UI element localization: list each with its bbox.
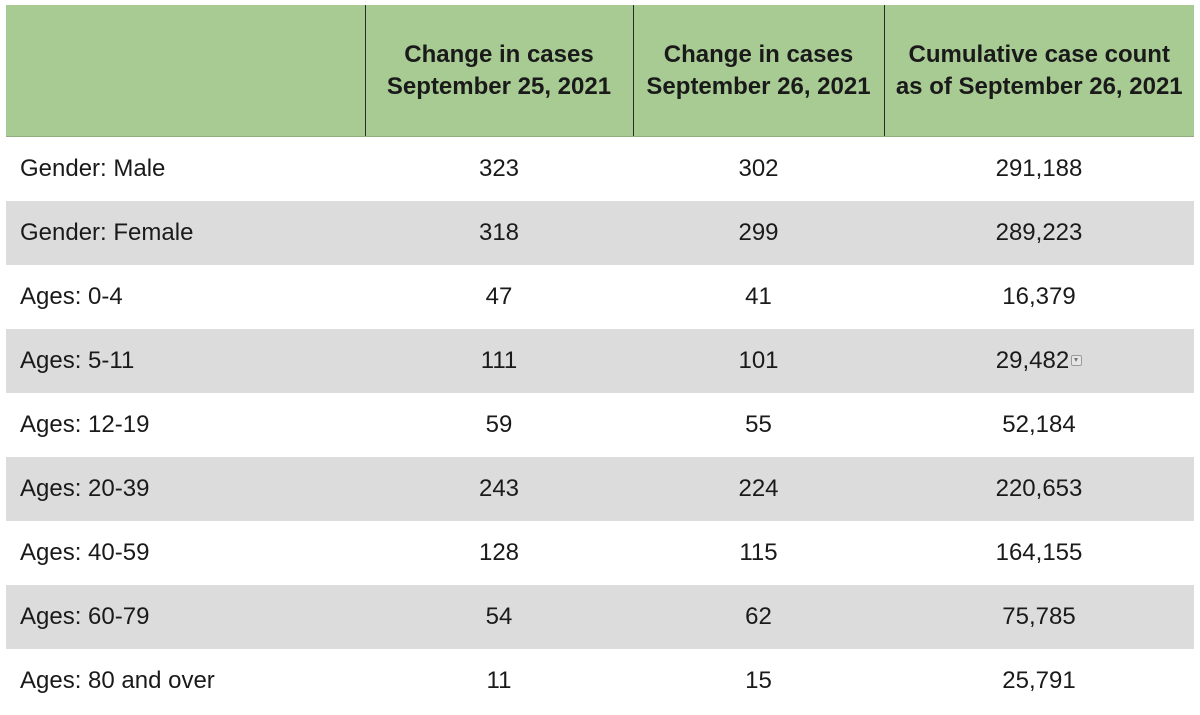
cell-change-sep-26: 101	[633, 329, 884, 393]
cell-cumulative: 220,653	[884, 457, 1194, 521]
cell-cumulative: 291,188	[884, 136, 1194, 201]
row-label: Ages: 40-59	[6, 521, 365, 585]
table-row: Ages: 0-4 47 41 16,379	[6, 265, 1194, 329]
cell-change-sep-26: 41	[633, 265, 884, 329]
cell-change-sep-26: 299	[633, 201, 884, 265]
case-table: Change in cases September 25, 2021 Chang…	[6, 5, 1194, 713]
cell-cumulative: 25,791	[884, 649, 1194, 713]
table-row: Gender: Female 318 299 289,223	[6, 201, 1194, 265]
cell-cumulative-value: 29,482	[995, 347, 1070, 374]
header-row: Change in cases September 25, 2021 Chang…	[6, 5, 1194, 137]
cell-change-sep-26: 302	[633, 136, 884, 201]
table-row: Ages: 40-59 128 115 164,155	[6, 521, 1194, 585]
cell-change-sep-26: 224	[633, 457, 884, 521]
table-row: Ages: 80 and over 11 15 25,791	[6, 649, 1194, 713]
cell-change-sep-25: 47	[365, 265, 633, 329]
cell-cumulative: 16,379	[884, 265, 1194, 329]
row-label: Ages: 12-19	[6, 393, 365, 457]
row-label: Gender: Female	[6, 201, 365, 265]
header-category	[6, 5, 365, 137]
cell-change-sep-26: 115	[633, 521, 884, 585]
cell-cumulative: 29,482	[884, 329, 1194, 393]
cell-change-sep-25: 111	[365, 329, 633, 393]
table-row: Ages: 60-79 54 62 75,785	[6, 585, 1194, 649]
header-cumulative: Cumulative case count as of September 26…	[883, 5, 1194, 137]
table-row: Ages: 12-19 59 55 52,184	[6, 393, 1194, 457]
table-row: Ages: 20-39 243 224 220,653	[6, 457, 1194, 521]
row-label: Ages: 0-4	[6, 265, 365, 329]
cell-change-sep-25: 323	[365, 136, 633, 201]
row-label: Ages: 5-11	[6, 329, 365, 393]
row-label: Ages: 20-39	[6, 457, 365, 521]
header-change-sep-25: Change in cases September 25, 2021	[364, 5, 633, 137]
cell-cumulative: 75,785	[884, 585, 1194, 649]
row-label: Ages: 60-79	[6, 585, 365, 649]
row-label: Ages: 80 and over	[6, 649, 365, 713]
cell-change-sep-25: 243	[365, 457, 633, 521]
table-row: Gender: Male 323 302 291,188	[6, 136, 1194, 201]
case-table-container: Change in cases September 25, 2021 Chang…	[6, 5, 1194, 713]
row-label: Gender: Male	[6, 136, 365, 201]
dropdown-marker-icon[interactable]	[1071, 355, 1083, 367]
cell-change-sep-25: 128	[365, 521, 633, 585]
cell-change-sep-25: 59	[365, 393, 633, 457]
cell-change-sep-26: 15	[633, 649, 884, 713]
cell-change-sep-25: 11	[365, 649, 633, 713]
header-change-sep-26: Change in cases September 26, 2021	[632, 5, 884, 137]
cell-change-sep-26: 55	[633, 393, 884, 457]
cell-change-sep-25: 318	[365, 201, 633, 265]
cell-change-sep-26: 62	[633, 585, 884, 649]
cell-cumulative: 164,155	[884, 521, 1194, 585]
cell-cumulative: 52,184	[884, 393, 1194, 457]
cell-change-sep-25: 54	[365, 585, 633, 649]
cell-cumulative: 289,223	[884, 201, 1194, 265]
table-row: Ages: 5-11 111 101 29,482	[6, 329, 1194, 393]
